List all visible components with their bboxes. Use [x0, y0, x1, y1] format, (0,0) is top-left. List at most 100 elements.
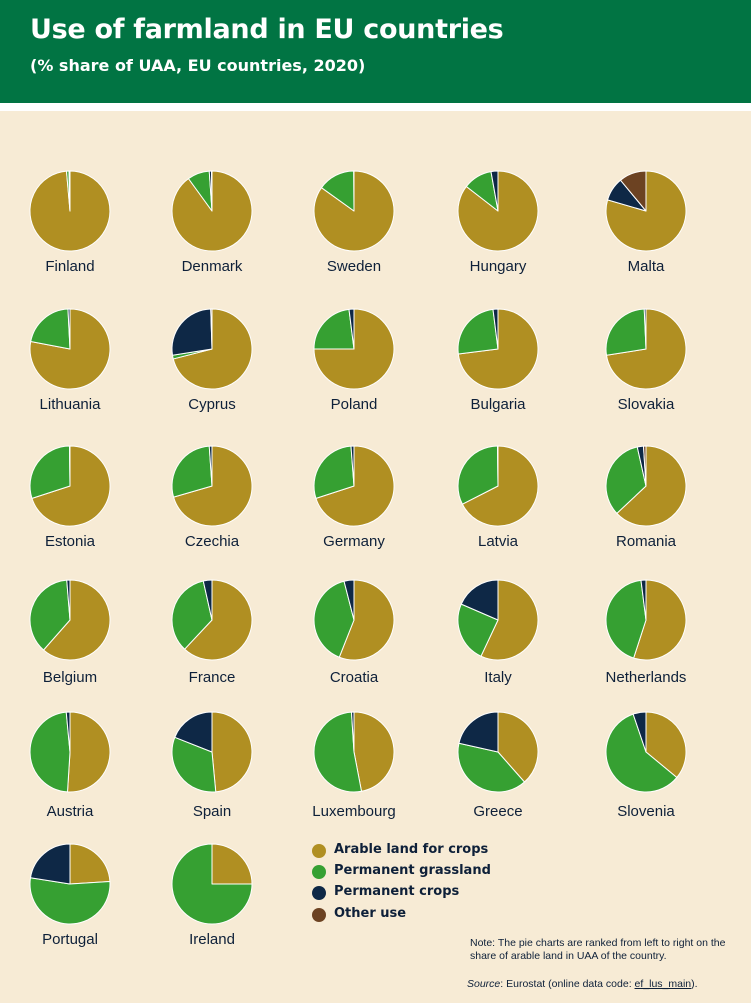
pie-slice-netherlands-crops — [640, 579, 647, 621]
legend-label-grassland: Permanent grassland — [334, 863, 491, 878]
chart-subtitle: (% share of UAA, EU countries, 2020) — [30, 56, 366, 75]
pie-slice-bulgaria-crops — [492, 308, 499, 350]
country-label-croatia: Croatia — [329, 669, 379, 686]
source-code-link[interactable]: ef_lus_main — [634, 978, 692, 990]
pie-slice-portugal-grassland — [29, 877, 111, 925]
pie-slice-estonia-grassland — [29, 445, 71, 499]
country-label-bulgaria: Bulgaria — [470, 396, 526, 413]
pie-slice-portugal-arable — [69, 843, 111, 885]
country-label-finland: Finland — [45, 258, 95, 275]
pie-france — [171, 579, 253, 661]
pie-slice-belgium-crops — [66, 579, 71, 621]
pie-slice-france-arable — [184, 579, 253, 661]
pie-slice-italy-crops — [460, 579, 499, 621]
pie-lithuania — [29, 308, 111, 390]
pie-slice-netherlands-grassland — [605, 579, 647, 659]
legend-swatch-arable — [312, 844, 326, 858]
pie-slice-estonia-arable — [31, 445, 111, 527]
pie-romania — [605, 445, 687, 527]
pie-slice-greece-crops — [458, 711, 499, 753]
pie-slice-slovenia-grassland — [605, 713, 678, 793]
country-label-france: France — [188, 669, 236, 686]
pie-austria — [29, 711, 111, 793]
country-label-malta: Malta — [627, 258, 665, 275]
pie-slice-germany-crops — [350, 445, 355, 487]
source-line: Source: Eurostat (online data code: ef_l… — [467, 978, 698, 990]
country-label-ireland: Ireland — [189, 931, 235, 948]
country-label-greece: Greece — [473, 803, 523, 820]
country-label-cyprus: Cyprus — [188, 396, 236, 413]
pie-croatia — [313, 579, 395, 661]
pie-slice-greece-arable — [497, 711, 539, 783]
pie-slice-portugal-crops — [29, 843, 71, 885]
pie-slice-romania-arable — [616, 445, 687, 527]
pie-slice-lithuania-crops — [67, 308, 71, 350]
pie-slice-slovenia-arable — [645, 711, 687, 778]
pie-netherlands — [605, 579, 687, 661]
pie-slice-czechia-grassland — [171, 445, 213, 498]
pie-slice-spain-grassland — [171, 736, 217, 793]
pie-slice-cyprus-crops — [171, 308, 213, 356]
legend-swatch-grassland — [312, 865, 326, 879]
source-text: : Eurostat (online data code: — [500, 978, 635, 990]
pie-slice-austria-arable — [66, 711, 111, 793]
footnote: Note: The pie charts are ranked from lef… — [470, 937, 726, 962]
pie-slice-malta-other — [620, 170, 647, 212]
country-label-estonia: Estonia — [44, 533, 96, 550]
pie-slice-luxembourg-arable — [353, 711, 395, 792]
pie-slice-croatia-arable — [338, 579, 395, 661]
pie-slice-france-grassland — [171, 580, 213, 650]
legend-swatch-other — [312, 908, 326, 922]
pie-germany — [313, 445, 395, 527]
country-label-spain: Spain — [192, 803, 232, 820]
pie-latvia — [457, 445, 539, 527]
country-label-luxembourg: Luxembourg — [312, 803, 396, 820]
pie-slice-ireland-grassland — [171, 843, 253, 925]
country-label-latvia: Latvia — [477, 533, 519, 550]
pie-slice-austria-crops — [65, 711, 71, 753]
pie-slice-germany-arable — [315, 445, 395, 527]
pie-slice-bulgaria-grassland — [457, 308, 499, 355]
pie-slice-spain-crops — [174, 711, 213, 753]
legend-label-other: Other use — [334, 906, 407, 921]
pie-slice-croatia-crops — [343, 579, 355, 621]
pie-spain — [171, 711, 253, 793]
legend-label-arable: Arable land for crops — [334, 842, 489, 857]
pie-slice-germany-grassland — [313, 445, 355, 499]
country-label-romania: Romania — [615, 533, 677, 550]
pie-ireland — [171, 843, 253, 925]
pie-slice-latvia-arable — [461, 445, 539, 527]
country-label-belgium: Belgium — [42, 669, 98, 686]
pie-slice-cyprus-other — [210, 308, 213, 350]
pie-slice-poland-crops — [348, 308, 355, 350]
legend-label-crops: Permanent crops — [334, 884, 460, 899]
country-label-germany: Germany — [323, 533, 385, 550]
pie-slice-slovakia-crops — [643, 308, 647, 350]
pie-slice-luxembourg-grassland — [313, 711, 362, 793]
pie-slice-poland-grassland — [313, 308, 355, 350]
pie-portugal — [29, 843, 111, 925]
pie-slice-france-crops — [202, 579, 213, 621]
pie-estonia — [29, 445, 111, 527]
pie-slice-estonia-crops — [69, 445, 71, 487]
pie-slice-czechia-arable — [173, 445, 253, 527]
pie-slice-hungary-crops — [490, 170, 499, 212]
pie-malta — [605, 170, 687, 252]
legend-swatch-crops — [312, 886, 326, 900]
pie-poland — [313, 308, 395, 390]
pie-slice-belgium-grassland — [29, 579, 71, 651]
pie-slice-czechia-crops — [208, 445, 213, 487]
pie-slovenia — [605, 711, 687, 793]
pie-slice-belgium-arable — [43, 579, 111, 661]
country-label-austria: Austria — [46, 803, 94, 820]
country-label-italy: Italy — [484, 669, 512, 686]
pie-slice-romania-grassland — [605, 446, 647, 514]
pie-czechia — [171, 445, 253, 527]
pie-hungary — [457, 170, 539, 252]
pie-slice-romania-other — [642, 445, 647, 487]
pie-slice-austria-grassland — [29, 711, 71, 793]
pie-slice-denmark-other — [211, 170, 213, 212]
pie-finland — [29, 170, 111, 252]
